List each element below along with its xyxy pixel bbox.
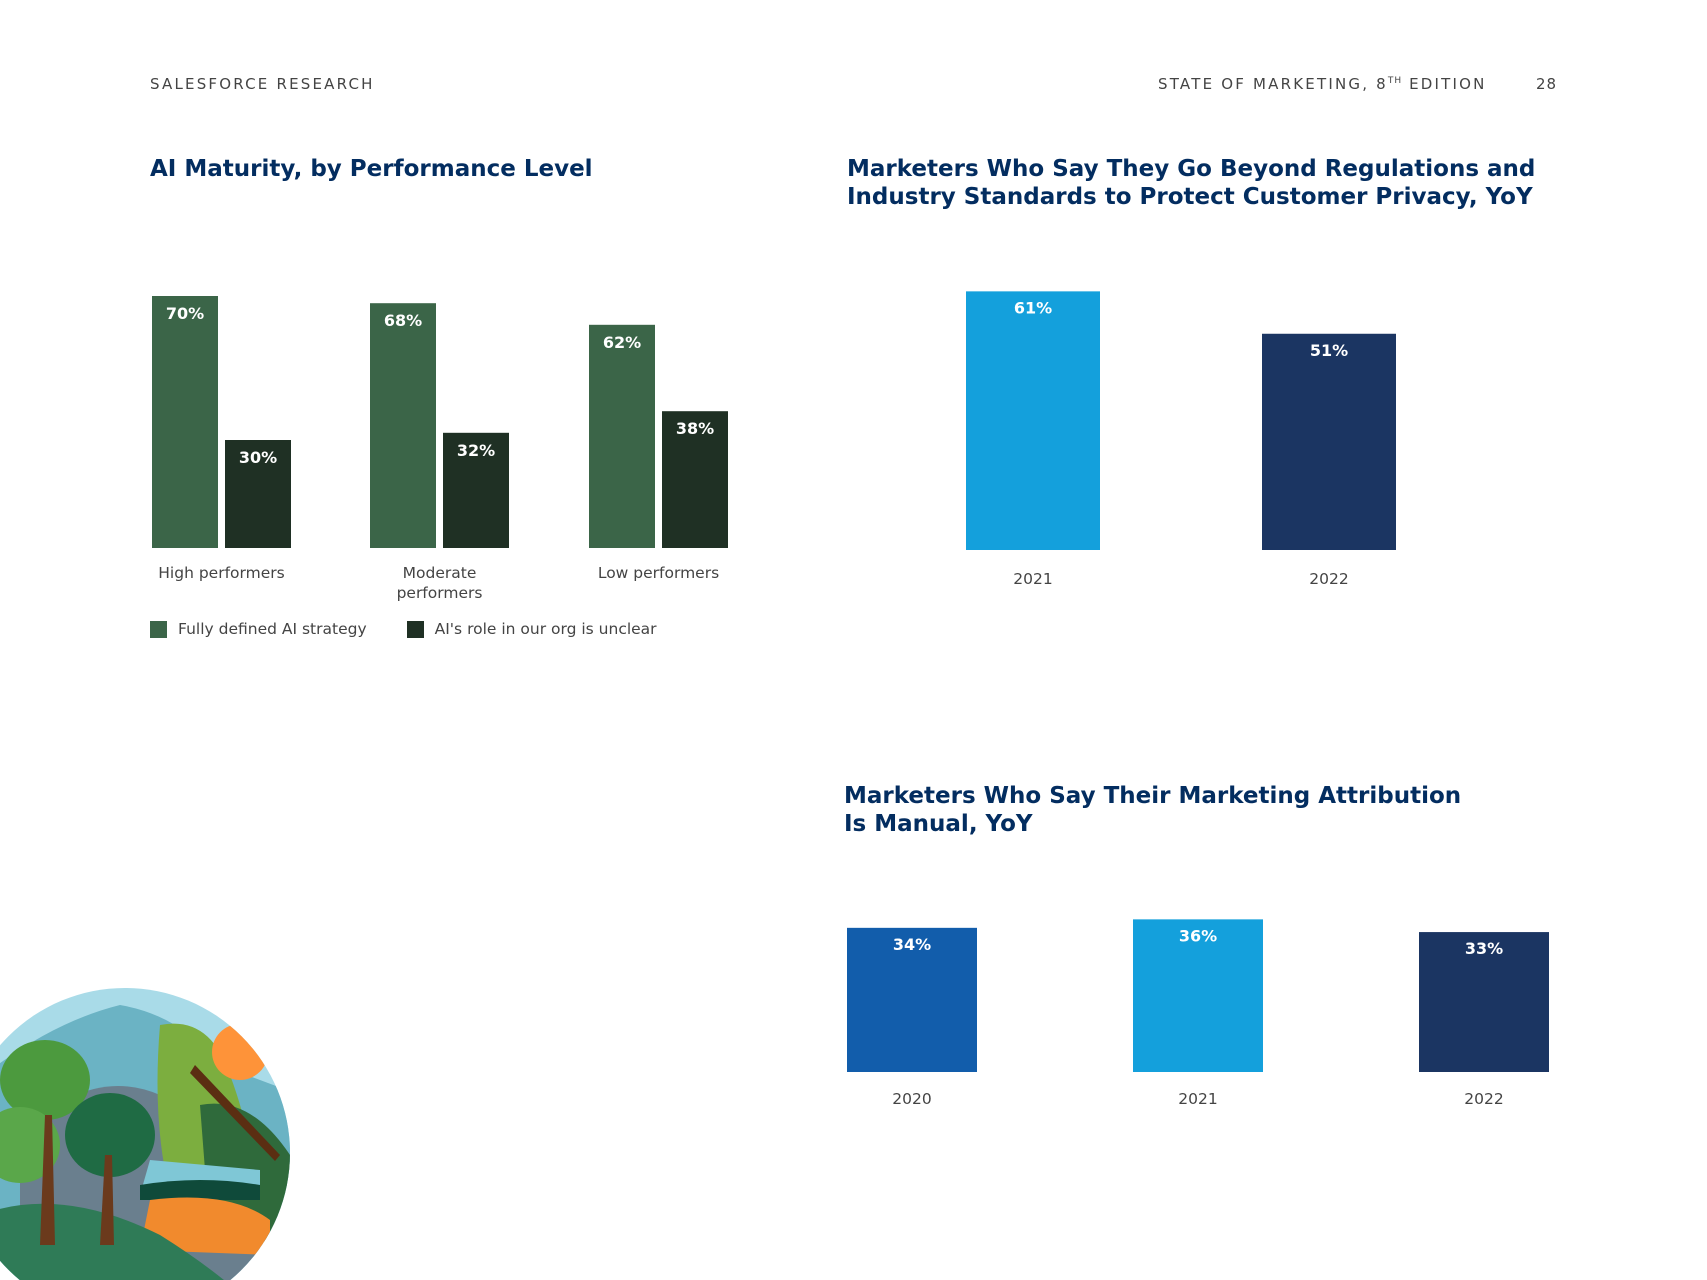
chart-title-privacy: Marketers Who Say They Go Beyond Regulat… — [847, 155, 1535, 211]
category-label: performers — [397, 584, 483, 602]
chart-title-line: Industry Standards to Protect Customer P… — [847, 184, 1533, 210]
bar — [225, 440, 291, 548]
legend-label: Fully defined AI strategy — [178, 620, 367, 638]
bar — [1133, 919, 1263, 1072]
bar — [1262, 333, 1396, 550]
data-label: 32% — [457, 441, 495, 460]
report-title: STATE OF MARKETING, 8TH EDITION — [1158, 75, 1487, 93]
chart-title-line: Is Manual, YoY — [844, 811, 1033, 837]
chart-title-line: Marketers Who Say They Go Beyond Regulat… — [847, 156, 1536, 182]
data-label: 68% — [384, 311, 422, 330]
chart-title-attribution: Marketers Who Say Their Marketing Attrib… — [844, 782, 1461, 838]
bar — [847, 927, 977, 1072]
category-label: 2022 — [1464, 1090, 1503, 1108]
data-label: 70% — [166, 304, 204, 323]
legend-label: AI's role in our org is unclear — [434, 620, 657, 638]
chart-attribution: 34% 2020 36% 2021 33% 2022 — [847, 919, 1549, 1108]
landscape-illustration — [0, 988, 290, 1280]
category-label: Low performers — [598, 564, 719, 582]
bar — [1419, 932, 1549, 1072]
bar — [370, 303, 436, 548]
chart-privacy: 61% 2021 51% 2022 — [966, 291, 1396, 588]
bar — [662, 411, 728, 548]
data-label: 34% — [893, 935, 931, 954]
data-label: 51% — [1310, 341, 1348, 360]
data-label: 38% — [676, 419, 714, 438]
chart-title-line: Marketers Who Say Their Marketing Attrib… — [844, 783, 1462, 809]
category-label: High performers — [158, 564, 284, 582]
category-label: 2021 — [1013, 570, 1052, 588]
legend-swatch-fully-defined — [150, 620, 167, 638]
data-label: 61% — [1014, 298, 1052, 317]
data-label: 62% — [603, 333, 641, 352]
bar — [589, 324, 655, 548]
chart-ai-maturity: 70% 30% High performers 68% 32% Moderate perfo… — [152, 296, 728, 602]
chart-title-ai-maturity: AI Maturity, by Performance Level — [150, 155, 593, 183]
category-label: 2020 — [892, 1090, 931, 1108]
legend-swatch-unclear — [406, 620, 424, 638]
category-label: 2022 — [1309, 570, 1348, 588]
data-label: 30% — [239, 448, 277, 467]
bar — [443, 432, 509, 548]
legend-item-unclear: AI's role in our org is unclear — [406, 620, 657, 638]
page-number: 28 — [1536, 75, 1558, 93]
publisher-label: SALESFORCE RESEARCH — [150, 75, 375, 93]
bar — [966, 291, 1100, 550]
category-label: Moderate — [403, 564, 477, 582]
bar — [152, 296, 218, 548]
chart-title-line: AI Maturity, by Performance Level — [150, 156, 593, 182]
legend-item-fully-defined: Fully defined AI strategy — [150, 620, 367, 638]
chart-legend: Fully defined AI strategy AI's role in o… — [150, 620, 697, 638]
category-label: 2021 — [1178, 1090, 1217, 1108]
data-label: 33% — [1465, 939, 1503, 958]
data-label: 36% — [1179, 926, 1217, 945]
